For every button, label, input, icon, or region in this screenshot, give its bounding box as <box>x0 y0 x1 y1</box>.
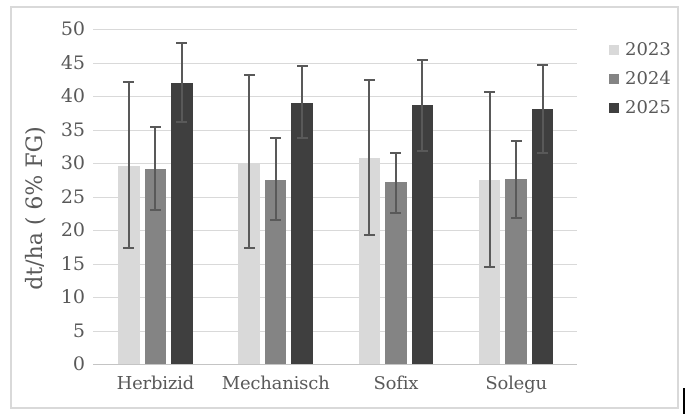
bar-2023-mechanisch[interactable] <box>238 163 260 364</box>
y-tick-label: 0 <box>72 353 85 375</box>
gridline <box>93 63 577 64</box>
error-bar-2025-herbizid <box>176 42 188 123</box>
y-tick-label: 20 <box>60 219 85 241</box>
error-bar-2025-mechanisch <box>296 64 308 139</box>
gridline <box>93 130 577 131</box>
error-bar-2023-herbizid <box>123 81 135 249</box>
chart-frame[interactable]: dt/ha ( 6% FG) 0 5 10 15 20 25 30 35 40 45 50 Herb… <box>10 6 679 409</box>
x-axis-line <box>93 364 577 365</box>
bar-2024-sofix[interactable] <box>385 182 407 364</box>
gridline <box>93 197 577 198</box>
bar-2023-solegu[interactable] <box>478 180 501 364</box>
error-bar-2025-solegu <box>537 63 549 155</box>
gridline <box>93 297 577 298</box>
gridline <box>93 29 577 30</box>
gridline <box>93 264 577 265</box>
legend-item-2025[interactable]: 2025 <box>609 98 671 118</box>
error-bar-2023-sofix <box>363 79 375 237</box>
bar-2025-herbizid[interactable] <box>171 82 193 364</box>
x-category-label-herbizid: Herbizid <box>116 373 195 394</box>
y-tick-label: 35 <box>60 119 85 141</box>
y-tick-label: 15 <box>60 253 85 275</box>
x-category-label-solegu: Solegu <box>485 373 547 394</box>
legend-label: 2024 <box>625 68 671 89</box>
legend-swatch-icon <box>609 103 619 113</box>
error-bar-2023-mechanisch <box>243 73 255 250</box>
text-cursor <box>683 388 685 414</box>
bar-2023-sofix[interactable] <box>358 158 381 364</box>
legend-swatch-icon <box>609 45 619 55</box>
y-tick-label: 5 <box>72 320 85 342</box>
gridline <box>93 163 577 164</box>
bar-2023-herbizid[interactable] <box>118 165 140 364</box>
x-category-label-sofix: Sofix <box>373 373 419 394</box>
gridline <box>93 331 577 332</box>
bar-2024-solegu[interactable] <box>505 179 527 364</box>
gridline <box>93 96 577 97</box>
bar-2025-solegu[interactable] <box>531 109 554 364</box>
error-bar-2024-sofix <box>390 151 402 214</box>
bar-2024-mechanisch[interactable] <box>264 179 287 365</box>
error-bar-2024-mechanisch <box>270 136 282 221</box>
y-tick-label: 30 <box>60 152 85 174</box>
error-bar-2023-solegu <box>484 90 496 269</box>
y-tick-label: 45 <box>60 52 85 74</box>
error-bar-2024-herbizid <box>149 126 161 212</box>
bar-2025-mechanisch[interactable] <box>291 102 313 364</box>
legend-swatch-icon <box>609 74 619 84</box>
error-bar-2025-sofix <box>416 59 428 152</box>
bar-2024-herbizid[interactable] <box>144 169 166 364</box>
error-bar-2024-solegu <box>510 139 522 219</box>
legend-item-2024[interactable]: 2024 <box>609 69 671 89</box>
legend-item-2023[interactable]: 2023 <box>609 40 671 60</box>
y-tick-label: 50 <box>60 18 85 40</box>
y-tick-label: 10 <box>60 286 85 308</box>
bar-2025-sofix[interactable] <box>411 105 434 364</box>
gridline <box>93 230 577 231</box>
legend-label: 2025 <box>625 97 671 118</box>
y-tick-label: 25 <box>60 186 85 208</box>
x-category-label-mechanisch: Mechanisch <box>221 373 330 394</box>
legend-label: 2023 <box>625 39 671 60</box>
y-tick-label: 40 <box>60 85 85 107</box>
